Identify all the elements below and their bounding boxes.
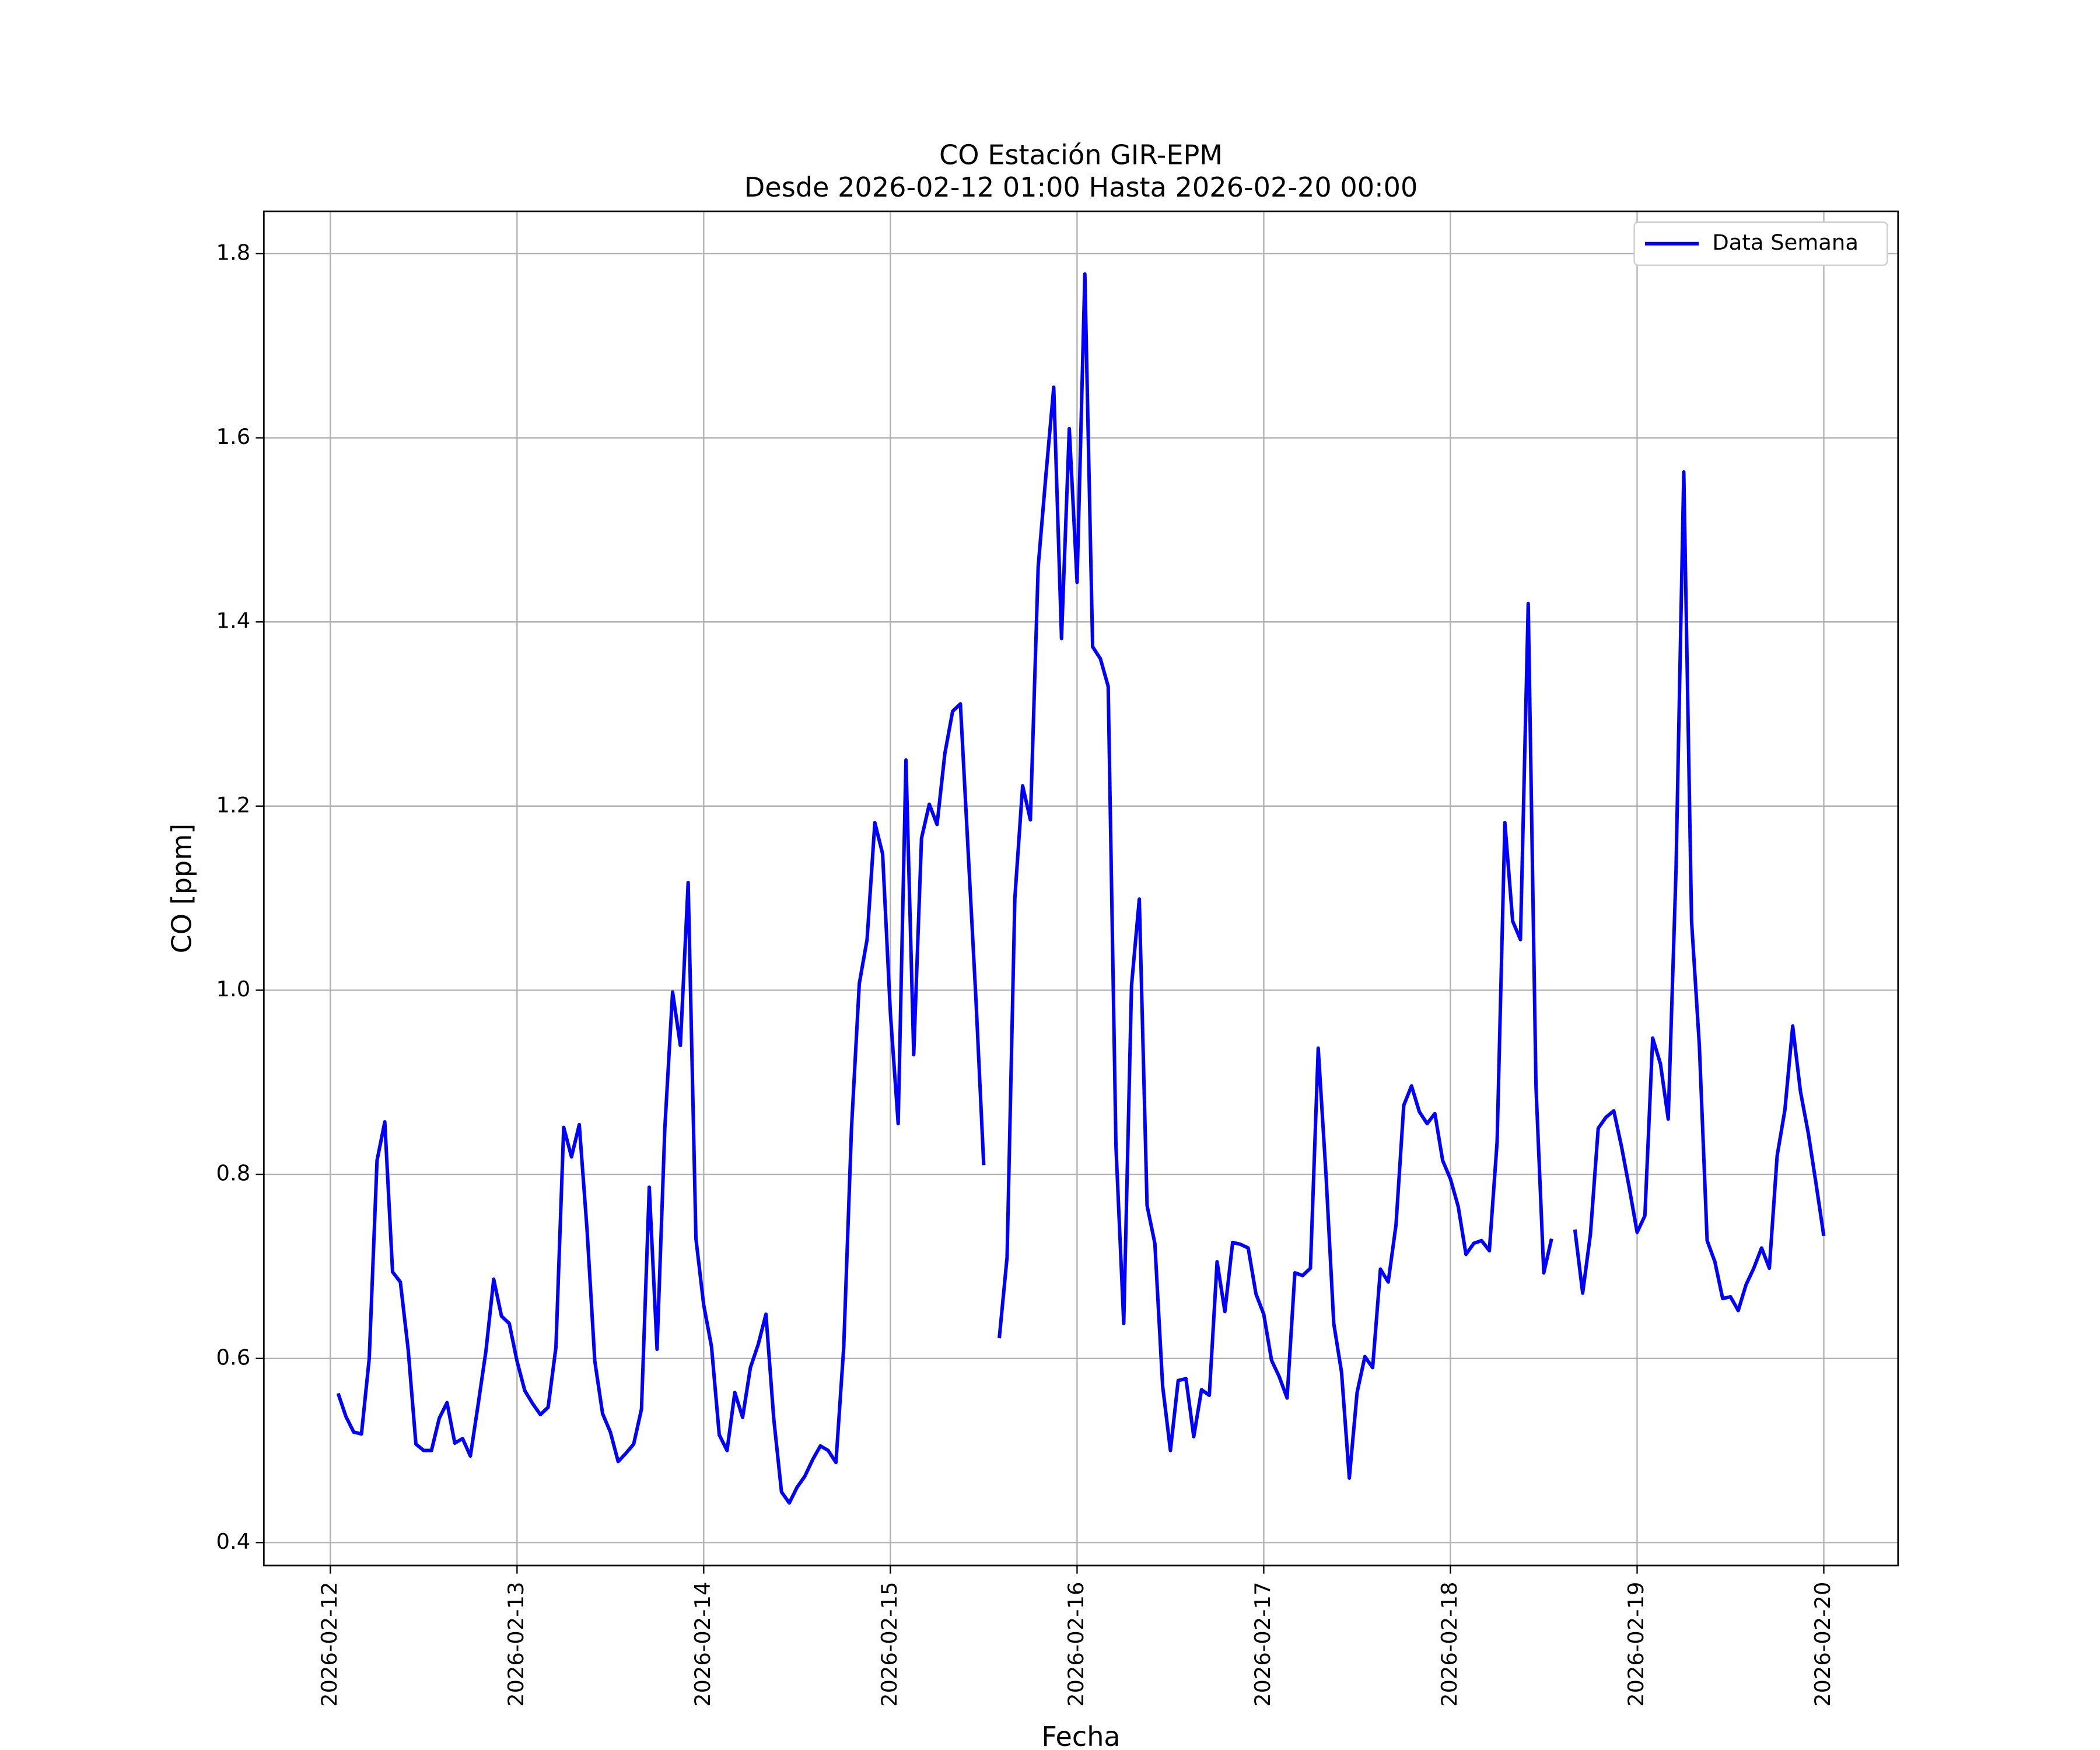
plot-frame bbox=[262, 210, 1899, 1567]
y-axis-label: CO [ppm] bbox=[166, 824, 198, 954]
x-tick-label: 2026-02-15 bbox=[877, 1582, 902, 1707]
chart-title: CO Estación GIR-EPM bbox=[939, 139, 1223, 171]
x-tick-label: 2026-02-16 bbox=[1063, 1582, 1088, 1707]
plot: 2026-02-12 2026-02-13 2026-02-14 2026-02-15… bbox=[216, 210, 1899, 1707]
x-tick-label: 2026-02-12 bbox=[317, 1582, 342, 1707]
legend-frame bbox=[1633, 221, 1888, 266]
x-tick-label: 2026-02-18 bbox=[1437, 1582, 1462, 1707]
x-tick-label: 2026-02-14 bbox=[690, 1582, 715, 1707]
y-tick-label: 0.8 bbox=[216, 1161, 251, 1186]
y-tick-label: 1.2 bbox=[216, 792, 251, 817]
y-tick-label: 0.6 bbox=[216, 1345, 251, 1370]
chart-subtitle: Desde 2026-02-12 01:00 Hasta 2026-02-20 … bbox=[744, 172, 1418, 203]
x-tick-label: 2026-02-13 bbox=[503, 1582, 528, 1707]
legend: Data Semana bbox=[1633, 221, 1888, 266]
y-tick-label: 1.4 bbox=[216, 608, 251, 634]
y-tick-label: 1.8 bbox=[216, 240, 251, 265]
x-tick-label: 2026-02-19 bbox=[1623, 1582, 1648, 1707]
data-line bbox=[336, 272, 1826, 1505]
x-tick-label: 2026-02-20 bbox=[1810, 1582, 1835, 1707]
y-tick-label: 1.0 bbox=[216, 977, 251, 1002]
legend-label: Data Semana bbox=[1712, 230, 1859, 255]
y-tick-label: 1.6 bbox=[216, 424, 251, 449]
y-tick-label: 0.4 bbox=[216, 1529, 251, 1554]
x-tick-label: 2026-02-17 bbox=[1250, 1582, 1275, 1707]
x-axis-label: Fecha bbox=[1041, 1721, 1120, 1750]
